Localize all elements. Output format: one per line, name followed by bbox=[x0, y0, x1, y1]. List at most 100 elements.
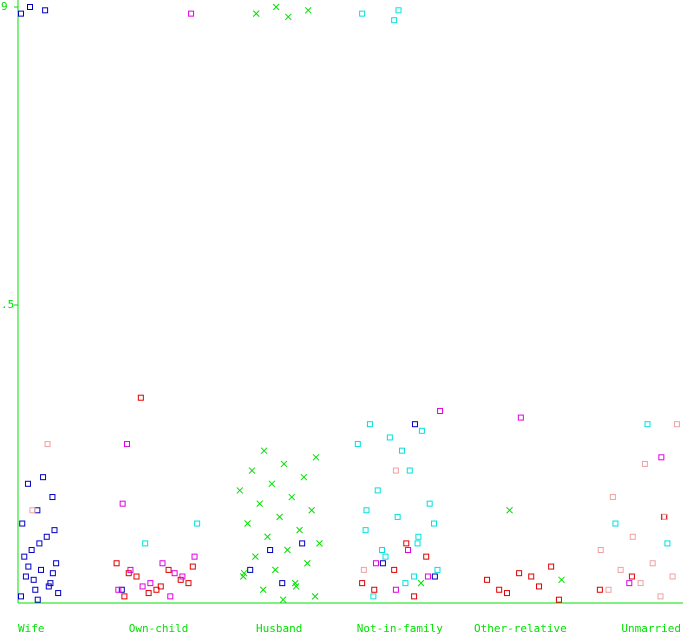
point bbox=[372, 560, 379, 567]
point bbox=[127, 566, 134, 573]
point bbox=[24, 480, 31, 487]
point bbox=[179, 573, 186, 580]
point bbox=[398, 447, 405, 454]
point bbox=[284, 546, 291, 554]
point bbox=[363, 507, 370, 514]
point bbox=[21, 553, 28, 560]
point bbox=[167, 593, 174, 600]
point bbox=[391, 17, 398, 24]
point bbox=[268, 480, 276, 488]
point bbox=[34, 507, 41, 514]
point bbox=[300, 473, 308, 481]
point bbox=[506, 506, 513, 514]
point bbox=[411, 421, 418, 428]
point bbox=[402, 580, 409, 587]
point bbox=[644, 421, 651, 428]
point bbox=[629, 533, 636, 540]
point bbox=[139, 583, 146, 590]
point bbox=[29, 507, 36, 514]
x-tick-label: Own-child bbox=[129, 622, 189, 635]
point bbox=[484, 576, 491, 583]
point bbox=[177, 576, 184, 583]
point bbox=[279, 580, 286, 587]
point bbox=[147, 580, 154, 587]
point bbox=[312, 453, 320, 461]
point bbox=[496, 586, 503, 593]
point bbox=[40, 474, 47, 481]
x-tick-label: Not-in-family bbox=[357, 622, 443, 635]
point bbox=[267, 547, 274, 554]
point bbox=[259, 586, 267, 594]
point bbox=[414, 540, 421, 547]
x-tick-label: Unmarried bbox=[621, 622, 681, 635]
point bbox=[405, 547, 412, 554]
x-tick-label: Husband bbox=[256, 622, 302, 635]
point bbox=[113, 560, 120, 567]
point bbox=[271, 566, 279, 574]
point bbox=[392, 467, 399, 474]
point bbox=[374, 487, 381, 494]
point bbox=[658, 454, 665, 461]
point bbox=[673, 421, 680, 428]
point bbox=[194, 520, 201, 527]
point bbox=[431, 573, 438, 580]
point bbox=[360, 566, 367, 573]
point bbox=[516, 570, 523, 577]
point bbox=[18, 593, 24, 600]
point bbox=[386, 434, 393, 441]
point bbox=[617, 566, 624, 573]
point bbox=[236, 487, 244, 494]
point bbox=[612, 520, 619, 527]
point bbox=[159, 560, 166, 567]
point bbox=[44, 441, 51, 448]
point bbox=[403, 540, 410, 547]
point bbox=[157, 583, 164, 590]
point bbox=[628, 573, 635, 580]
point bbox=[252, 553, 259, 560]
point bbox=[415, 533, 422, 540]
point bbox=[555, 596, 562, 603]
point bbox=[417, 579, 425, 587]
point bbox=[418, 427, 425, 434]
point bbox=[26, 4, 33, 10]
point bbox=[359, 10, 366, 17]
point bbox=[597, 547, 604, 554]
point bbox=[53, 560, 60, 567]
point bbox=[366, 421, 373, 428]
point bbox=[45, 583, 52, 590]
point bbox=[391, 566, 398, 573]
point bbox=[272, 3, 280, 11]
point bbox=[316, 540, 323, 547]
point bbox=[38, 566, 45, 573]
point bbox=[657, 593, 664, 600]
point bbox=[191, 553, 198, 560]
point bbox=[649, 560, 656, 567]
point bbox=[49, 570, 56, 577]
point bbox=[411, 593, 418, 600]
point bbox=[395, 7, 402, 14]
point bbox=[125, 570, 132, 577]
point bbox=[308, 506, 316, 514]
point bbox=[22, 573, 29, 580]
point bbox=[379, 560, 386, 567]
point bbox=[42, 7, 49, 14]
point bbox=[292, 583, 300, 590]
point bbox=[434, 566, 441, 573]
point bbox=[536, 583, 543, 590]
point bbox=[664, 540, 671, 547]
point bbox=[171, 570, 178, 577]
point bbox=[661, 513, 668, 520]
point bbox=[240, 569, 248, 577]
x-tick-label: Other-relative bbox=[474, 622, 567, 635]
point bbox=[411, 573, 418, 580]
point bbox=[115, 586, 122, 593]
point bbox=[382, 553, 389, 560]
point bbox=[153, 586, 160, 593]
point bbox=[605, 586, 612, 593]
x-tick-label: Wife bbox=[18, 622, 45, 635]
point bbox=[609, 494, 616, 501]
point bbox=[47, 580, 54, 587]
point bbox=[55, 590, 62, 597]
point bbox=[123, 441, 130, 448]
